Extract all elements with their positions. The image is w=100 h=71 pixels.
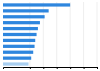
bar — [3, 21, 40, 24]
tick — [43, 67, 44, 69]
grid-line — [83, 2, 84, 67]
tick-mark — [57, 67, 58, 69]
grid-line — [97, 2, 98, 67]
tick-mark — [84, 67, 85, 69]
bar — [3, 62, 29, 65]
bar — [3, 27, 38, 30]
grid-line — [56, 2, 57, 67]
bar — [3, 57, 31, 60]
bar — [3, 9, 49, 12]
tick — [57, 67, 58, 69]
grid-line — [70, 2, 71, 67]
bar — [3, 15, 45, 18]
bar — [3, 39, 35, 42]
tick-mark — [97, 67, 98, 69]
axis-line — [4, 68, 98, 70]
x-axis — [4, 67, 98, 69]
tick — [70, 67, 71, 69]
bars — [3, 3, 70, 65]
bar — [3, 3, 70, 6]
tick — [84, 67, 85, 69]
tick-mark — [70, 67, 71, 69]
tick — [30, 67, 31, 69]
plot — [3, 2, 98, 69]
bar — [3, 45, 35, 48]
bar — [3, 51, 33, 54]
bar — [3, 33, 37, 36]
tick-mark — [30, 67, 31, 69]
chart — [0, 0, 100, 71]
tick-mark — [43, 67, 44, 69]
tick — [97, 67, 98, 69]
